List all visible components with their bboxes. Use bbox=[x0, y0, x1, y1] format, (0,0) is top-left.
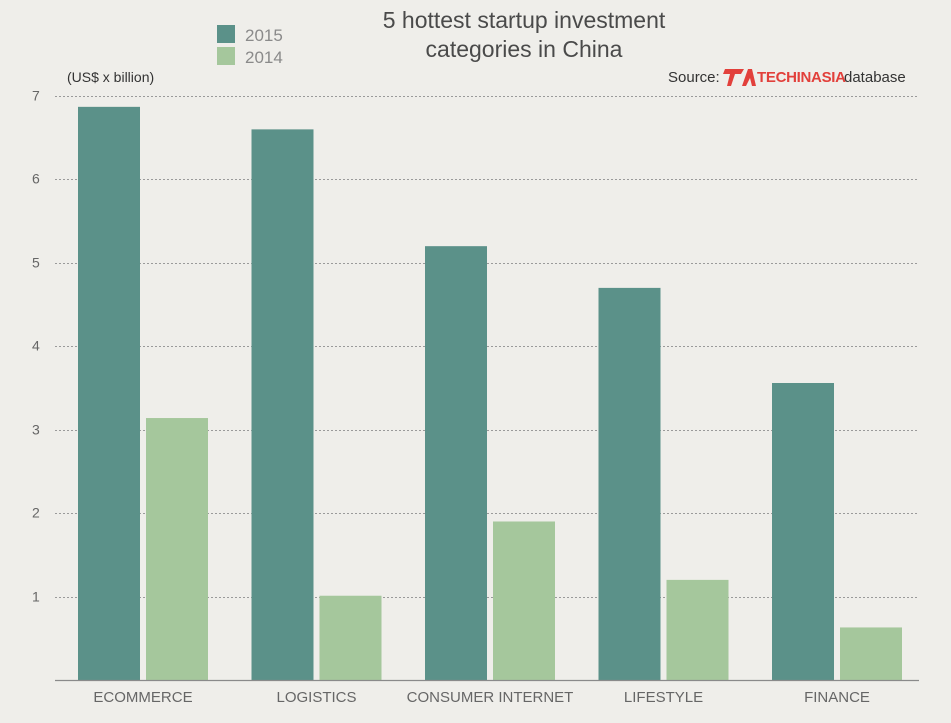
y-tick-label-6: 6 bbox=[32, 171, 40, 187]
techinasia-logo: TECHINASIA bbox=[723, 69, 846, 86]
bar-lifestyle-2015 bbox=[598, 287, 661, 680]
y-axis-ticks: 1 2 3 4 5 6 7 bbox=[32, 88, 40, 605]
x-category-label-consumer-internet: CONSUMER INTERNET bbox=[407, 689, 574, 706]
y-tick-label-7: 7 bbox=[32, 88, 40, 104]
source-note: Source: TECHINASIA database bbox=[668, 69, 906, 86]
x-category-label-finance: FINANCE bbox=[804, 689, 870, 706]
bars bbox=[78, 106, 902, 681]
x-axis-categories: ECOMMERCE LOGISTICS CONSUMER INTERNET LIFES… bbox=[93, 689, 870, 706]
bar-consumer-internet-2014 bbox=[493, 521, 555, 680]
bar-finance-2014 bbox=[840, 627, 902, 680]
bar-finance-2015 bbox=[772, 382, 834, 680]
y-tick-label-4: 4 bbox=[32, 338, 40, 354]
legend-label-2015: 2015 bbox=[245, 26, 283, 45]
legend-label-2014: 2014 bbox=[245, 48, 283, 67]
source-prefix: Source: bbox=[668, 69, 720, 86]
y-tick-label-1: 1 bbox=[32, 589, 40, 605]
techinasia-logo-text: TECHINASIA bbox=[757, 69, 846, 86]
bar-consumer-internet-2015 bbox=[425, 246, 487, 680]
chart-title-line-1: 5 hottest startup investment bbox=[383, 7, 666, 33]
bar-ecommerce-2015 bbox=[78, 106, 140, 681]
source-suffix: database bbox=[844, 69, 906, 86]
unit-label: (US$ x billion) bbox=[67, 69, 154, 85]
techinasia-logo-mark-icon bbox=[723, 69, 756, 86]
x-category-label-ecommerce: ECOMMERCE bbox=[93, 689, 192, 706]
chart-title-line-2: categories in China bbox=[426, 36, 623, 62]
legend-swatch-2015 bbox=[217, 25, 235, 43]
bar-ecommerce-2014 bbox=[146, 418, 208, 680]
legend: 2015 2014 bbox=[217, 25, 283, 67]
y-tick-label-3: 3 bbox=[32, 422, 40, 438]
bar-logistics-2014 bbox=[319, 595, 382, 680]
y-tick-label-5: 5 bbox=[32, 255, 40, 271]
bar-lifestyle-2014 bbox=[666, 579, 729, 680]
bar-logistics-2015 bbox=[251, 129, 314, 680]
legend-swatch-2014 bbox=[217, 47, 235, 65]
y-tick-label-2: 2 bbox=[32, 505, 40, 521]
x-category-label-lifestyle: LIFESTYLE bbox=[624, 689, 703, 706]
x-category-label-logistics: LOGISTICS bbox=[276, 689, 356, 706]
